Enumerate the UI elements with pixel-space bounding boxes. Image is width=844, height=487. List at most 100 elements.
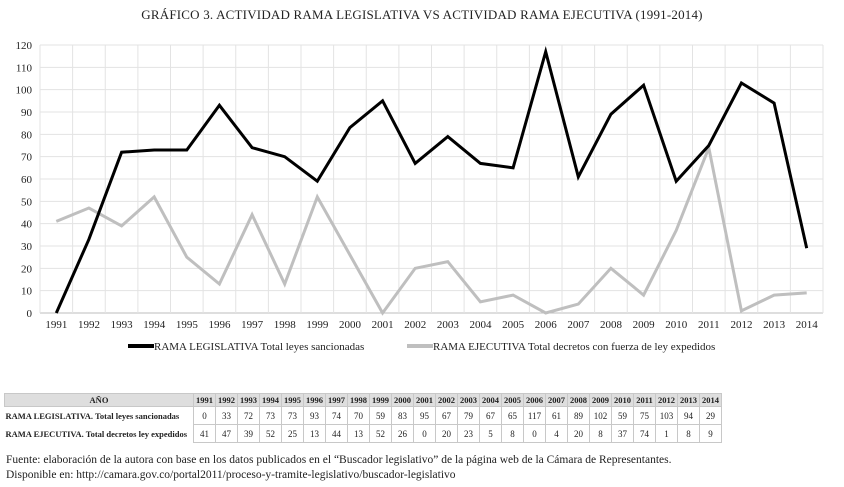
table-cell: 20 [435,424,458,443]
table-cell: 41 [193,424,216,443]
y-tick-label: 100 [16,85,33,97]
table-cell: 33 [215,406,238,425]
table-cell: 73 [281,406,304,425]
table-cell: 93 [303,406,326,425]
table-header-year: 2005 [501,393,524,407]
table-cell: 23 [457,424,480,443]
x-tick-label: 2001 [372,319,394,331]
x-tick-label: 2002 [404,319,426,331]
table-cell: 74 [633,424,656,443]
table-header-year: 2012 [655,393,678,407]
x-tick-label: 1992 [78,319,100,331]
table-cell: 117 [523,406,546,425]
x-tick-label: 1997 [241,319,264,331]
table-header-year: 2001 [413,393,436,407]
x-tick-label: 2003 [437,319,460,331]
table-header-year: 2002 [435,393,458,407]
table-cell: 95 [413,406,436,425]
table-header-year: 2009 [589,393,612,407]
x-tick-label: 2010 [665,319,688,331]
x-tick-label: 1993 [111,319,134,331]
table-cell: 65 [501,406,524,425]
table-header-year: 1991 [193,393,216,407]
x-tick-label: 1999 [306,319,329,331]
table-cell: 9 [699,424,722,443]
table-cell: 47 [215,424,238,443]
table-header-year: 2008 [567,393,590,407]
table-cell: 0 [523,424,546,443]
y-tick-label: 10 [21,286,33,298]
series-lines [54,45,809,316]
table-cell: 74 [325,406,348,425]
x-tick-label: 2004 [469,319,492,331]
x-tick-label: 2006 [535,319,558,331]
gridlines [39,44,824,314]
source-note: Fuente: elaboración de la autora con bas… [6,453,671,483]
table-cell: 52 [259,424,282,443]
y-tick-label: 60 [21,174,33,186]
legend-label-ejecutiva: RAMA EJECUTIVA Total decretos con fuerza… [433,341,715,353]
x-tick-label: 2014 [796,319,819,331]
table-cell: 89 [567,406,590,425]
table-cell: 13 [303,424,326,443]
table-cell: 1 [655,424,678,443]
x-tick-label: 1995 [176,319,199,331]
table-header-year: 1992 [215,393,238,407]
source-line-1: Fuente: elaboración de la autora con bas… [6,454,672,466]
table-cell: 37 [611,424,634,443]
table-header-year: 1999 [369,393,392,407]
y-tick-label: 40 [21,219,33,231]
table-header-year: 2014 [699,393,722,407]
table-cell: 67 [479,406,502,425]
table-cell: 70 [347,406,370,425]
series-line-ejecutiva [55,142,807,316]
table-header-year: 1997 [325,393,348,407]
series-line-legislativa [54,45,809,314]
table-cell: 67 [435,406,458,425]
legend: RAMA LEGISLATIVA Total leyes sancionadas… [128,341,715,353]
table-header-year: 1996 [303,393,326,407]
table-header-year: 2011 [633,393,656,407]
x-tick-label: 2011 [698,319,720,331]
table-cell: 52 [369,424,392,443]
x-tick-label: 2013 [763,319,786,331]
x-tick-label: 2005 [502,319,525,331]
y-tick-label: 90 [21,107,33,119]
table-cell: 72 [237,406,260,425]
table-cell: 20 [567,424,590,443]
table-cell: 26 [391,424,414,443]
table-header-row: AÑO 1991 1992 1993 1994 1995 1996 1997 1998 1999 2… [4,393,722,407]
y-tick-label: 0 [27,308,33,320]
table-cell: 8 [501,424,524,443]
table-cell: 29 [699,406,722,425]
table-cell: 61 [545,406,568,425]
table-header-year: 1995 [281,393,304,407]
x-axis-ticks: 1991 1992 1993 1994 1995 1996 1997 1998 1999 2000… [45,319,818,331]
x-tick-label: 1996 [208,319,231,331]
table-header-year: 2004 [479,393,502,407]
table-cell: 44 [325,424,348,443]
table-cell: 5 [479,424,502,443]
y-axis-ticks: 0 10 20 30 40 50 60 70 80 90 100 110 120 [16,40,33,320]
y-tick-label: 30 [21,241,33,253]
table-header-year-label: AÑO [4,393,194,407]
table-cell: 25 [281,424,304,443]
table-row: RAMA EJECUTIVA. Total decretos ley exped… [5,424,722,443]
y-tick-label: 80 [21,129,33,141]
table-header-year: 1993 [237,393,260,407]
y-tick-label: 110 [16,62,33,74]
table-header-year: 2000 [391,393,414,407]
table-cell: 59 [369,406,392,425]
table-header-year: 2003 [457,393,480,407]
table-cell: 83 [391,406,414,425]
table-header-year: 2007 [545,393,568,407]
table-cell: 102 [589,406,612,425]
y-tick-label: 70 [21,152,33,164]
table-header-year: 2013 [677,393,700,407]
table-cell: 0 [413,424,436,443]
table-cell: 59 [611,406,634,425]
data-table: AÑO 1991 1992 1993 1994 1995 1996 1997 1998 1999 2… [4,393,722,443]
table-row-label: RAMA EJECUTIVA. Total decretos ley exped… [5,428,188,439]
x-tick-label: 2000 [339,319,362,331]
x-tick-label: 2008 [600,319,623,331]
